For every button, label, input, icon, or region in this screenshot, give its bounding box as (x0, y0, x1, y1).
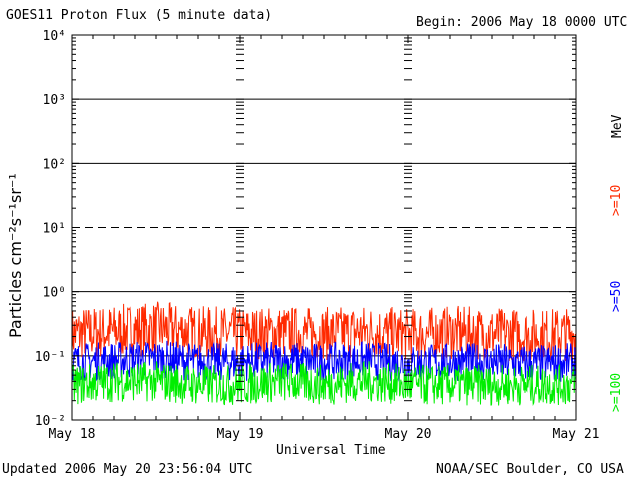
x-tick-label: May 21 (553, 427, 600, 442)
y-tick-label: 10⁴ (43, 29, 66, 44)
y-tick-label: 10⁻¹ (35, 350, 66, 365)
y-tick-label: 10⁰ (43, 286, 66, 301)
legend-ge10: >=10 (609, 184, 624, 216)
x-axis-title: Universal Time (276, 443, 386, 458)
updated-timestamp: Updated 2006 May 20 23:56:04 UTC (2, 462, 253, 477)
y-tick-label: 10⁻² (35, 414, 66, 429)
y-axis-title: Particles cm⁻²s⁻¹sr⁻¹ (6, 173, 25, 338)
chart-title: GOES11 Proton Flux (5 minute data) (6, 8, 273, 23)
plot-frame (71, 34, 577, 421)
legend-unit-mev: MeV (610, 114, 625, 138)
series-line-ge10 (71, 301, 577, 362)
legend-ge100: >=100 (609, 372, 624, 412)
x-tick-label: May 19 (217, 427, 264, 442)
series-line-ge100 (71, 360, 577, 407)
source-credit: NOAA/SEC Boulder, CO USA (436, 462, 624, 477)
x-tick-label: May 18 (49, 427, 96, 442)
x-tick-label: May 20 (385, 427, 432, 442)
y-tick-label: 10¹ (43, 222, 66, 237)
y-tick-label: 10³ (43, 93, 66, 108)
y-tick-label: 10² (43, 157, 66, 172)
legend-ge50: >=50 (609, 280, 624, 312)
begin-date: Begin: 2006 May 18 0000 UTC (416, 15, 628, 30)
